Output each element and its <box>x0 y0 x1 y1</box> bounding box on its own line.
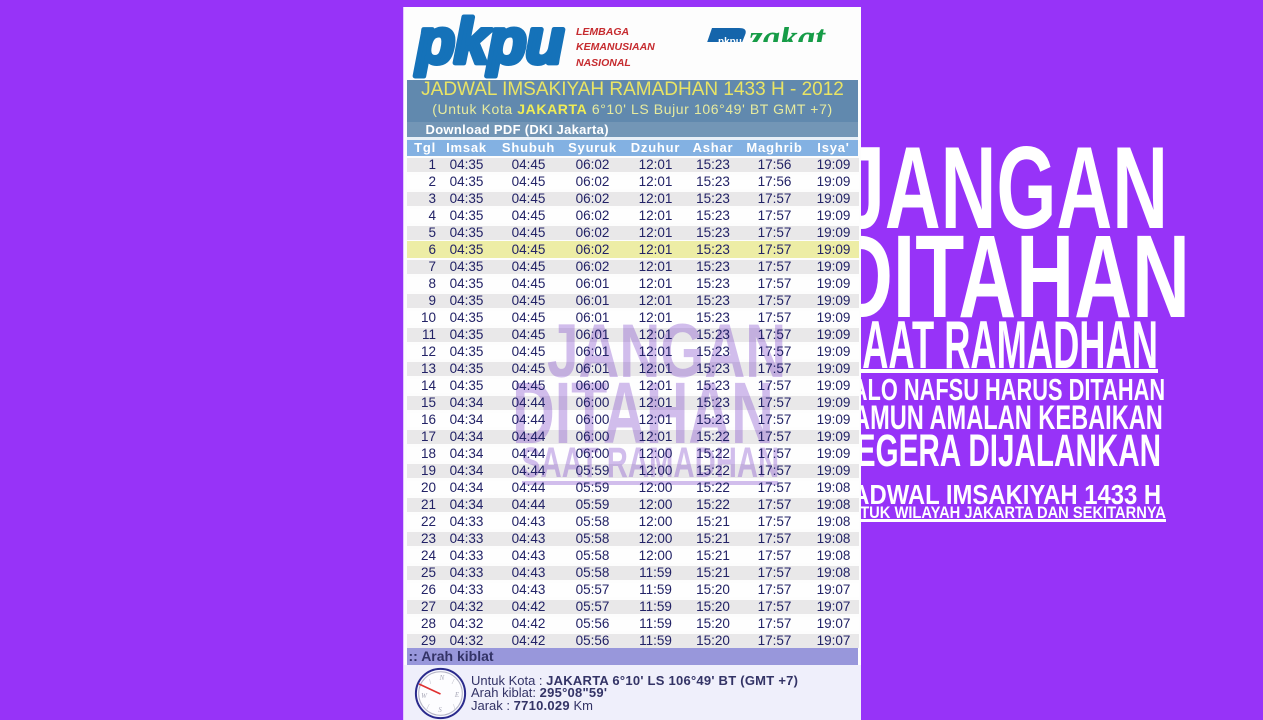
svg-text:JANGAN: JANGAN <box>842 145 1168 253</box>
svg-text:E: E <box>454 691 460 699</box>
svg-text:SAAT RAMADHAN: SAAT RAMADHAN <box>838 320 1158 383</box>
svg-text:\: \ <box>429 678 431 686</box>
svg-text:S: S <box>438 706 442 714</box>
svg-text:\: \ <box>453 703 455 711</box>
svg-text:NAMUN AMALAN KEBAIKAN: NAMUN AMALAN KEBAIKAN <box>836 405 1163 437</box>
svg-text:DITAHAN: DITAHAN <box>835 233 1190 343</box>
svg-text:JADWAL IMSAKIYAH 1433 H: JADWAL IMSAKIYAH 1433 H <box>839 484 1161 510</box>
svg-text:pkpu: pkpu <box>718 37 742 43</box>
svg-text:/: / <box>451 678 455 686</box>
svg-text:W: W <box>421 692 428 700</box>
svg-text:SEGERA DIJALANKAN: SEGERA DIJALANKAN <box>836 434 1161 477</box>
svg-text:zakat: zakat <box>748 27 826 42</box>
svg-text:UNTUK WILAYAH JAKARTA DAN SEKI: UNTUK WILAYAH JAKARTA DAN SEKITARNYA <box>839 506 1166 522</box>
svg-text:pkpu: pkpu <box>415 7 564 77</box>
svg-text:N: N <box>439 674 445 682</box>
svg-text:KALO NAFSU HARUS DITAHAN: KALO NAFSU HARUS DITAHAN <box>836 378 1165 407</box>
svg-text:/: / <box>426 703 430 711</box>
